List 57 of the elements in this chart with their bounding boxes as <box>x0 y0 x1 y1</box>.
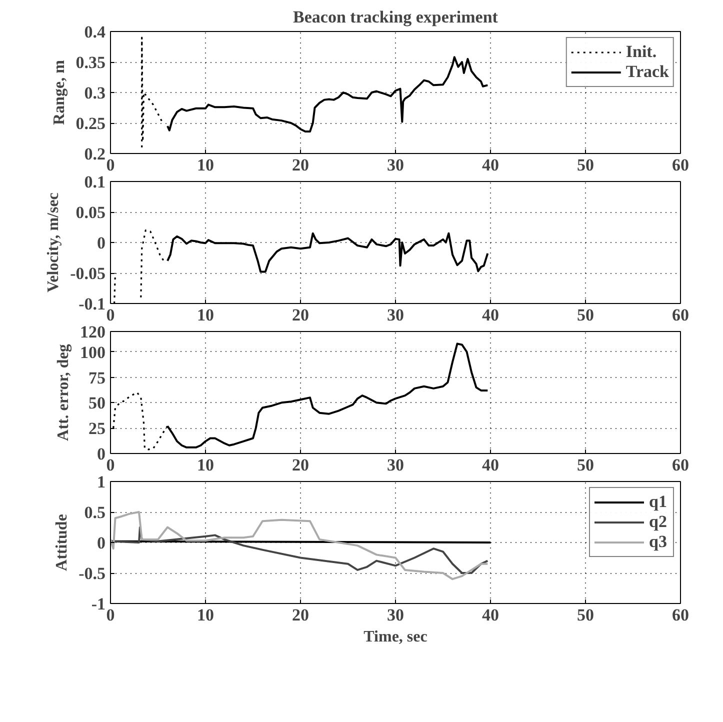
y-tick-label: -0.5 <box>78 564 106 583</box>
legend-label: q2 <box>649 512 668 532</box>
legend-label: Track <box>626 62 669 82</box>
y-tick-label: 25 <box>88 419 106 438</box>
x-tick-label: 60 <box>672 606 689 624</box>
y-axis-title: Att. error, deg <box>55 344 72 441</box>
x-tick-label: 10 <box>197 456 214 474</box>
x-tick-label: 40 <box>482 606 499 624</box>
x-tick-label: 30 <box>387 456 404 474</box>
legend-label: q3 <box>649 532 668 552</box>
x-axis-title: Time, sec <box>364 628 428 646</box>
line-series <box>110 526 489 574</box>
y-tick-label: 0.2 <box>84 144 106 164</box>
y-tick-label: -1 <box>91 594 106 614</box>
x-tick-label: 50 <box>577 156 594 174</box>
y-tick-label: 75 <box>88 368 106 388</box>
x-tick-label: 60 <box>672 306 689 324</box>
y-tick-label: 1 <box>97 472 106 492</box>
y-axis-title: Attitude <box>54 514 71 571</box>
y-tick-label: -0.05 <box>70 264 106 283</box>
x-tick-label: 20 <box>292 306 309 324</box>
y-tick-label: 0.05 <box>76 203 106 222</box>
y-tick-label: 0 <box>97 534 106 552</box>
x-tick-label: 40 <box>482 156 499 174</box>
x-tick-label: 30 <box>387 306 404 324</box>
y-tick-label: 0.3 <box>84 84 106 102</box>
y-axis-title: Velocity, m/sec <box>45 192 62 292</box>
chart-title: Beacon tracking experiment <box>293 8 498 26</box>
y-tick-label: 0.4 <box>84 22 106 42</box>
x-tick-label: 40 <box>482 456 499 474</box>
y-tick-label: -0.1 <box>78 294 106 314</box>
y-tick-label: 120 <box>80 322 106 342</box>
line-series <box>110 511 489 580</box>
legend-label: Init. <box>626 42 657 62</box>
x-tick-label: 10 <box>197 156 214 174</box>
x-tick-label: 10 <box>197 606 214 624</box>
x-tick-label: 40 <box>482 306 499 324</box>
x-tick-label: 50 <box>577 606 594 624</box>
y-tick-label: 0.1 <box>84 172 106 192</box>
y-axis-title: Range, m <box>50 59 68 125</box>
x-tick-label: 50 <box>577 306 594 324</box>
x-tick-label: 30 <box>387 156 404 174</box>
y-tick-label: 0.35 <box>76 53 106 72</box>
y-tick-label: 0 <box>97 234 106 252</box>
y-tick-label: 0.25 <box>76 114 106 133</box>
x-tick-label: 30 <box>387 606 404 624</box>
y-tick-label: 0.5 <box>84 503 106 522</box>
y-tick-label: 100 <box>80 342 106 362</box>
legend-label: q1 <box>649 492 668 512</box>
x-tick-label: 10 <box>197 306 214 324</box>
x-tick-label: 20 <box>292 606 309 624</box>
x-tick-label: 60 <box>672 156 689 174</box>
x-tick-label: 60 <box>672 456 689 474</box>
x-tick-label: 50 <box>577 456 594 474</box>
x-tick-label: 20 <box>292 456 309 474</box>
y-tick-label: 50 <box>88 394 106 413</box>
x-tick-label: 20 <box>292 156 309 174</box>
